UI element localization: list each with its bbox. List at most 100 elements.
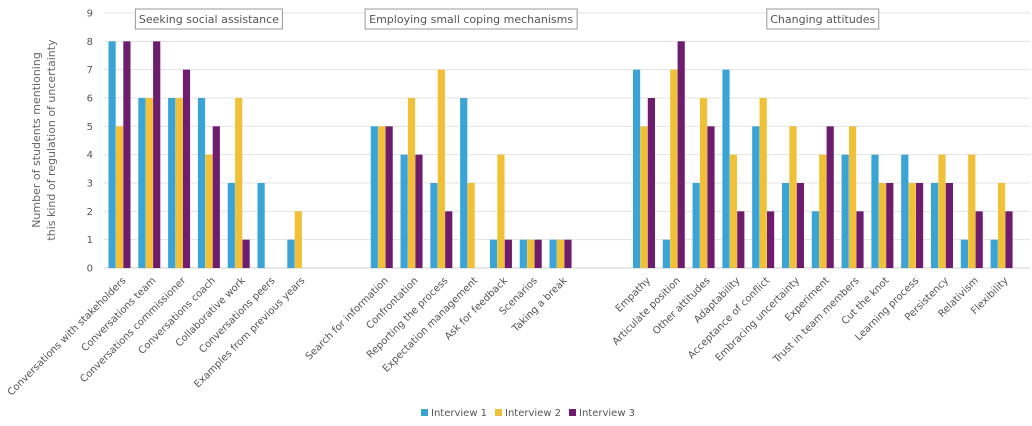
group-header-label: Employing small coping mechanisms	[369, 13, 573, 26]
bar	[886, 183, 894, 268]
bar	[915, 183, 924, 268]
bar	[227, 183, 235, 268]
bar	[908, 183, 916, 268]
bar	[370, 126, 378, 268]
bar	[467, 183, 475, 268]
bar	[640, 126, 648, 268]
bar	[108, 41, 116, 269]
bar	[848, 126, 857, 268]
bar	[707, 126, 715, 268]
bar	[564, 239, 572, 268]
bar	[878, 183, 886, 268]
bar	[556, 239, 565, 268]
y-tick-label: 1	[87, 235, 93, 246]
bar	[729, 154, 737, 268]
bar	[796, 183, 804, 268]
bar	[123, 41, 131, 269]
bar	[841, 154, 849, 268]
x-tick-label: Conversations with stakeholders	[6, 275, 129, 398]
bar	[766, 211, 775, 268]
bar	[699, 98, 708, 268]
bar	[527, 239, 535, 268]
bar	[504, 239, 512, 268]
group-header-box	[134, 8, 283, 30]
bar	[168, 98, 176, 268]
bar	[789, 126, 797, 268]
y-axis-label: this kind of regulation of uncertainty	[45, 39, 58, 241]
bar	[430, 183, 438, 268]
bar	[960, 239, 968, 268]
bar	[975, 211, 983, 268]
bar	[489, 239, 498, 268]
bar	[901, 154, 909, 268]
group-header-label: Changing attitudes	[770, 13, 875, 26]
bar	[497, 154, 505, 268]
legend-swatch	[421, 409, 428, 416]
legend-label: Interview 2	[505, 408, 561, 419]
bar	[647, 98, 655, 268]
bar	[990, 239, 998, 268]
bar	[205, 154, 213, 268]
bar	[400, 154, 408, 268]
bar	[212, 126, 220, 268]
bar	[257, 183, 265, 268]
bar	[752, 126, 760, 268]
bar	[737, 211, 745, 268]
bar	[138, 98, 146, 268]
bar	[534, 239, 542, 268]
bar	[294, 211, 302, 268]
legend-swatch	[495, 409, 502, 416]
bar	[115, 126, 124, 268]
bar	[378, 126, 386, 268]
group-header-label: Seeking social assistance	[139, 13, 279, 26]
bar	[670, 69, 678, 269]
bar	[549, 239, 557, 268]
bar	[871, 154, 879, 268]
bar	[938, 154, 946, 268]
bar	[781, 183, 790, 268]
bar	[759, 98, 767, 268]
y-tick-label: 4	[87, 150, 93, 161]
bar	[968, 154, 976, 268]
legend-label: Interview 1	[431, 408, 487, 419]
bar	[445, 211, 453, 268]
bar	[182, 69, 191, 269]
bar	[287, 239, 295, 268]
bar	[632, 69, 641, 269]
y-tick-label: 9	[87, 9, 93, 20]
y-tick-label: 5	[87, 122, 93, 133]
bar	[519, 239, 527, 268]
bar	[407, 98, 416, 268]
y-axis-label: Number of students mentioning	[30, 52, 43, 228]
x-tick-label: Examples from previous years	[192, 275, 307, 390]
bar	[811, 211, 819, 268]
bar	[930, 183, 939, 268]
y-tick-label: 3	[87, 179, 93, 190]
bar	[415, 154, 423, 268]
y-tick-label: 0	[87, 264, 93, 275]
y-tick-label: 8	[87, 37, 93, 48]
bar	[145, 98, 153, 268]
bar	[692, 183, 700, 268]
bar	[235, 98, 243, 268]
bar	[945, 183, 953, 268]
group-header-box	[364, 8, 578, 30]
x-tick-label: Taking a break	[510, 275, 570, 335]
y-tick-label: 7	[87, 65, 93, 76]
bar	[242, 239, 250, 268]
x-tick-label: Confrontation	[364, 275, 420, 331]
y-tick-label: 2	[87, 207, 93, 218]
bar	[175, 98, 183, 268]
bar	[677, 41, 685, 269]
bar	[437, 69, 445, 269]
bar	[819, 154, 827, 268]
bar	[662, 239, 670, 268]
group-header-box	[766, 8, 880, 30]
y-tick-label: 6	[87, 94, 93, 105]
bar	[385, 126, 393, 268]
bar	[722, 69, 730, 269]
bar	[197, 98, 206, 268]
bar	[997, 183, 1006, 268]
